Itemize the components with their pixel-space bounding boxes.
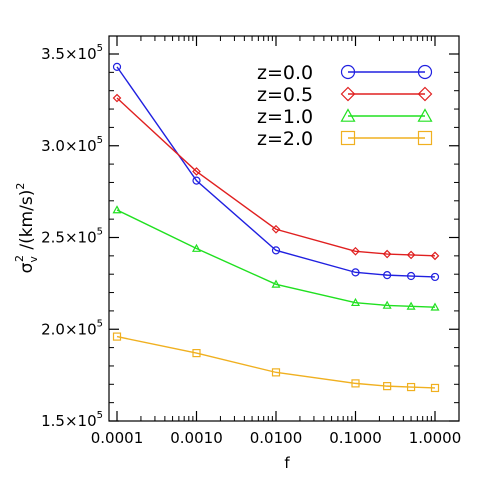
legend-entry: z=0.5 bbox=[257, 84, 433, 106]
data-point bbox=[191, 243, 202, 252]
series-layer bbox=[112, 62, 440, 393]
y-tick-label: 2.0×105 bbox=[41, 318, 103, 338]
data-point bbox=[112, 62, 122, 71]
svg-text:σv2 /(km/s)2: σv2 /(km/s)2 bbox=[13, 183, 40, 274]
data-point bbox=[192, 167, 201, 176]
y-axis: 1.5×105 2.0×105 2.5×105 3.0×105 3.5×105 bbox=[41, 43, 459, 430]
x-tick-label: 0.1000 bbox=[329, 429, 382, 447]
y-label-rest-sup: 2 bbox=[14, 183, 27, 190]
x-tick-label: 1.0000 bbox=[409, 429, 462, 447]
series-line bbox=[116, 335, 436, 389]
legend-label: z=0.0 bbox=[257, 62, 313, 84]
y-label-sigma: σ bbox=[17, 262, 37, 273]
data-point bbox=[406, 301, 416, 310]
legend-label: z=1.0 bbox=[257, 106, 313, 128]
legend-marker bbox=[340, 108, 356, 122]
data-point bbox=[350, 297, 361, 307]
data-point bbox=[271, 279, 281, 288]
legend-marker bbox=[417, 64, 433, 80]
series-z=1.0 bbox=[112, 205, 440, 311]
data-point bbox=[430, 272, 440, 282]
x-axis-label: f bbox=[284, 454, 290, 472]
legend-marker bbox=[417, 86, 433, 102]
x-tick-label: 0.0100 bbox=[250, 429, 303, 447]
series-line bbox=[116, 66, 436, 278]
data-point bbox=[351, 379, 360, 388]
data-point bbox=[271, 246, 281, 255]
legend-marker bbox=[340, 86, 356, 102]
data-point bbox=[430, 251, 440, 261]
series-line bbox=[116, 97, 436, 257]
series-line bbox=[116, 209, 436, 308]
data-point bbox=[382, 249, 392, 259]
legend-marker bbox=[417, 108, 433, 122]
y-label-sub: v bbox=[27, 256, 40, 263]
data-point bbox=[406, 382, 416, 392]
data-point bbox=[112, 205, 122, 214]
y-tick-label: 3.0×105 bbox=[41, 135, 103, 155]
legend-marker bbox=[340, 64, 356, 80]
data-point bbox=[271, 368, 281, 377]
series-z=0.0 bbox=[112, 62, 440, 282]
series-z=2.0 bbox=[112, 332, 440, 393]
legend-marker bbox=[340, 130, 356, 146]
data-point bbox=[351, 268, 360, 277]
data-point bbox=[112, 332, 122, 341]
legend-label: z=0.5 bbox=[257, 84, 313, 106]
plot-frame bbox=[108, 35, 460, 422]
legend-entry: z=1.0 bbox=[257, 106, 433, 128]
y-tick-label: 1.5×105 bbox=[41, 410, 103, 430]
y-label-rest: /(km/s) bbox=[17, 190, 37, 255]
y-tick-label: 3.5×105 bbox=[41, 43, 103, 63]
legend: z=0.0z=0.5z=1.0z=2.0 bbox=[257, 62, 433, 150]
x-axis: 0.0001 0.0010 0.0100 0.1000 1.0000 bbox=[91, 36, 462, 447]
data-point bbox=[406, 271, 416, 281]
data-point bbox=[406, 250, 416, 260]
legend-marker bbox=[417, 130, 433, 146]
data-point bbox=[383, 271, 392, 280]
legend-label: z=2.0 bbox=[257, 128, 313, 150]
data-point bbox=[192, 176, 201, 185]
y-tick-label: 2.5×105 bbox=[41, 227, 103, 247]
series-z=0.5 bbox=[112, 93, 440, 261]
data-point bbox=[271, 224, 281, 234]
data-point bbox=[192, 349, 201, 358]
data-point bbox=[351, 246, 360, 256]
y-axis-label: σv2 /(km/s)2 bbox=[13, 183, 40, 274]
legend-entry: z=2.0 bbox=[257, 128, 433, 150]
x-tick-label: 0.0001 bbox=[91, 429, 144, 447]
data-point bbox=[112, 93, 122, 103]
data-point bbox=[383, 382, 392, 391]
data-point bbox=[382, 300, 392, 309]
legend-entry: z=0.0 bbox=[257, 62, 433, 84]
x-tick-label: 0.0010 bbox=[170, 429, 223, 447]
data-point bbox=[430, 383, 440, 393]
y-label-sup: 2 bbox=[13, 255, 26, 262]
data-point bbox=[430, 302, 440, 311]
